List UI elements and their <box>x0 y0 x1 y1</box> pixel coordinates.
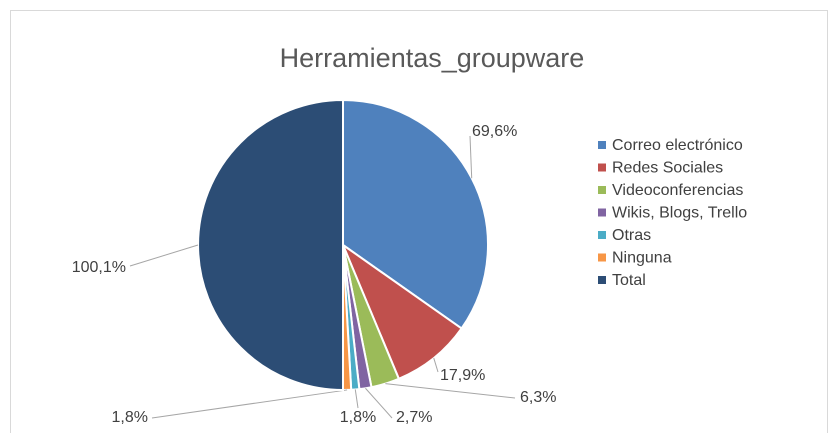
data-label: 6,3% <box>520 389 556 406</box>
data-label: 100,1% <box>72 259 126 276</box>
leader-line <box>433 357 439 373</box>
leader-line <box>129 244 199 267</box>
legend-swatch <box>598 253 606 262</box>
pie-slice <box>340 242 463 381</box>
leader-line <box>469 135 473 179</box>
data-label: 17,9% <box>440 367 485 384</box>
legend-label: Redes Sociales <box>612 160 723 177</box>
data-label: 2,7% <box>396 409 432 426</box>
legend-label: Ninguna <box>612 250 672 267</box>
leader-line <box>385 383 516 399</box>
legend-swatch <box>598 141 606 149</box>
legend-swatch <box>598 276 606 284</box>
leader-line <box>365 387 393 419</box>
chart-title: Herramientas_groupware <box>280 43 585 73</box>
legend-label: Correo electrónico <box>612 137 743 154</box>
legend-label: Wikis, Blogs, Trello <box>612 205 747 222</box>
legend-swatch <box>598 231 606 239</box>
data-label: 1,8% <box>112 409 148 426</box>
legend-swatch <box>598 208 606 217</box>
legend-swatch <box>598 186 606 194</box>
leader-line <box>354 389 359 409</box>
data-label: 69,6% <box>472 123 517 140</box>
legend-label: Otras <box>612 227 651 244</box>
legend-label: Videoconferencias <box>612 182 743 199</box>
data-label: 1,8% <box>340 409 376 426</box>
legend-label: Total <box>612 272 646 289</box>
legend-swatch <box>598 163 606 172</box>
leader-line <box>151 389 348 419</box>
